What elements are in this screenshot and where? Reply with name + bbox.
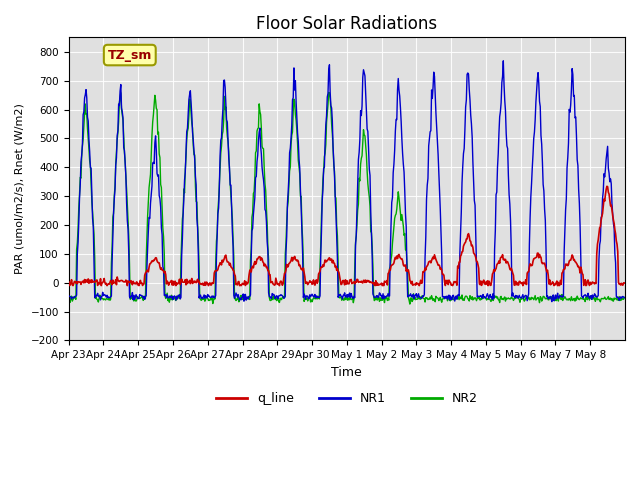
Legend: q_line, NR1, NR2: q_line, NR1, NR2: [211, 387, 483, 410]
Y-axis label: PAR (umol/m2/s), Rnet (W/m2): PAR (umol/m2/s), Rnet (W/m2): [15, 104, 25, 275]
Text: TZ_sm: TZ_sm: [108, 48, 152, 61]
X-axis label: Time: Time: [332, 366, 362, 379]
Title: Floor Solar Radiations: Floor Solar Radiations: [256, 15, 437, 33]
